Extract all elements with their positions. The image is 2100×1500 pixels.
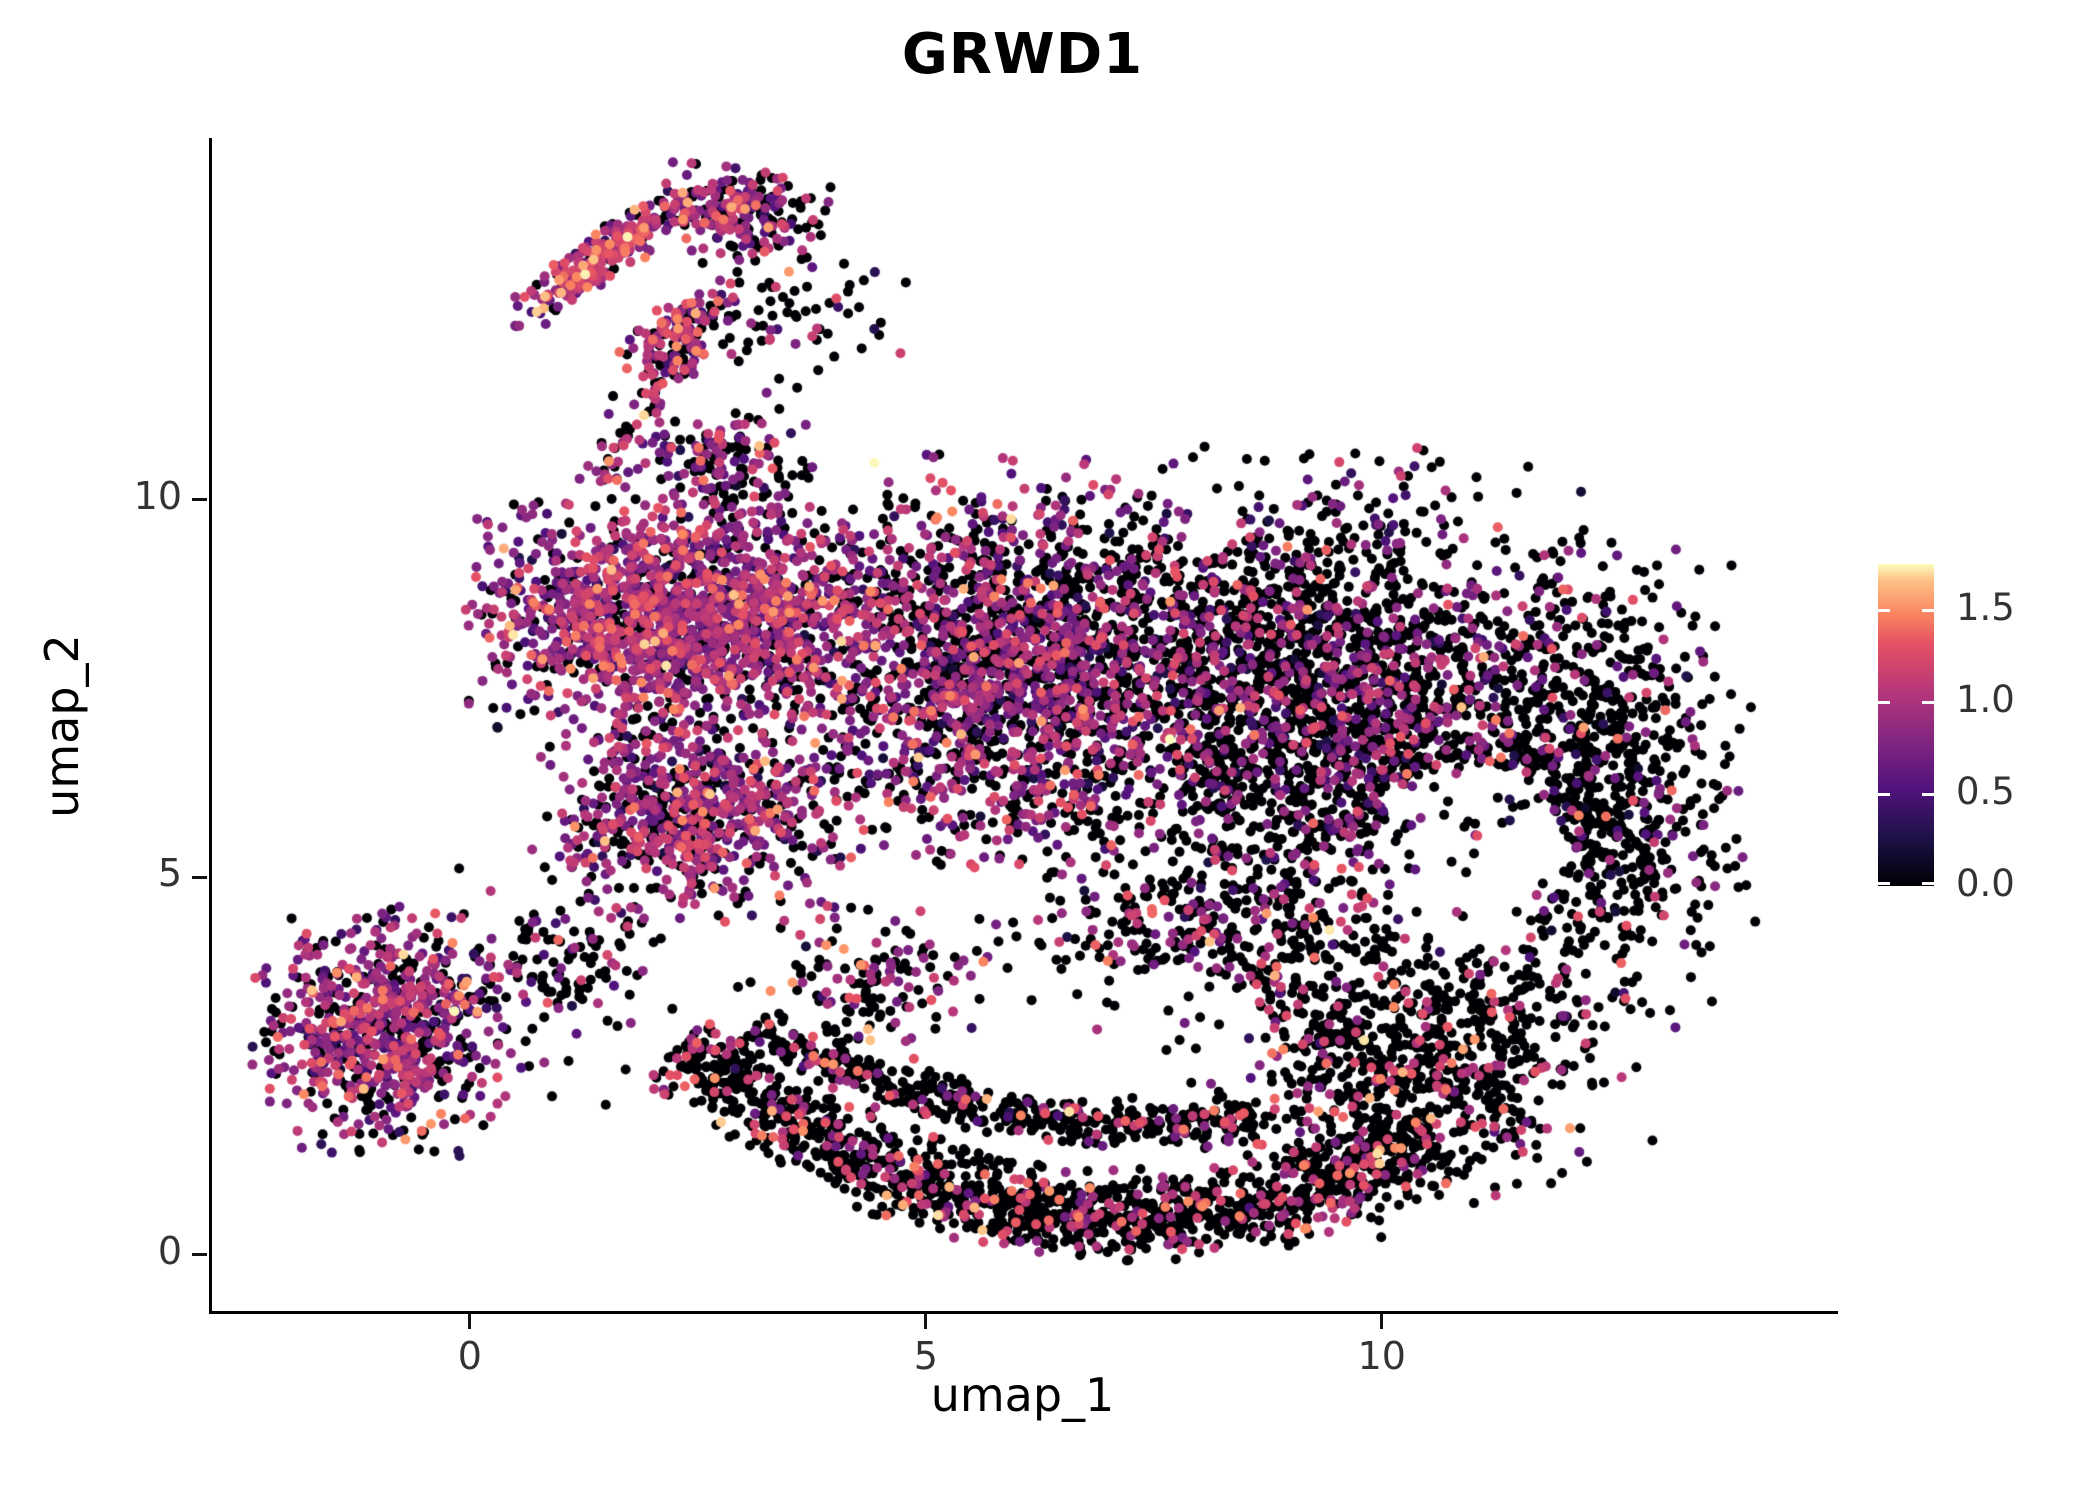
colorbar-tick-label: 0.5 bbox=[1956, 770, 2015, 813]
colorbar-tick-mark bbox=[1878, 882, 1890, 885]
colorbar-tick-mark bbox=[1922, 793, 1934, 796]
x-tick-mark bbox=[924, 1314, 928, 1329]
x-tick-mark bbox=[1380, 1314, 1384, 1329]
y-tick-label: 0 bbox=[157, 1228, 182, 1273]
x-tick-label: 10 bbox=[1357, 1334, 1406, 1378]
colorbar-tick-mark bbox=[1922, 882, 1934, 885]
colorbar-tick-label: 1.5 bbox=[1956, 586, 2015, 629]
colorbar-tick-mark bbox=[1878, 609, 1890, 612]
y-tick-label: 10 bbox=[133, 473, 182, 518]
colorbar-gradient bbox=[1878, 564, 1934, 886]
y-axis-line bbox=[209, 138, 212, 1314]
x-tick-label: 0 bbox=[457, 1334, 482, 1378]
x-tick-mark bbox=[468, 1314, 472, 1329]
y-tick-mark bbox=[192, 1253, 207, 1257]
y-tick-label: 5 bbox=[157, 851, 182, 896]
colorbar-tick-label: 0.0 bbox=[1956, 862, 2015, 905]
x-axis-line bbox=[209, 1311, 1838, 1314]
x-tick-label: 5 bbox=[913, 1334, 938, 1378]
colorbar-tick-mark bbox=[1922, 701, 1934, 704]
colorbar-tick-mark bbox=[1878, 793, 1890, 796]
colorbar-tick-mark bbox=[1922, 609, 1934, 612]
colorbar-tick-mark bbox=[1878, 701, 1890, 704]
y-tick-mark bbox=[192, 498, 207, 502]
y-tick-mark bbox=[192, 875, 207, 879]
colorbar-tick-label: 1.0 bbox=[1956, 678, 2015, 721]
